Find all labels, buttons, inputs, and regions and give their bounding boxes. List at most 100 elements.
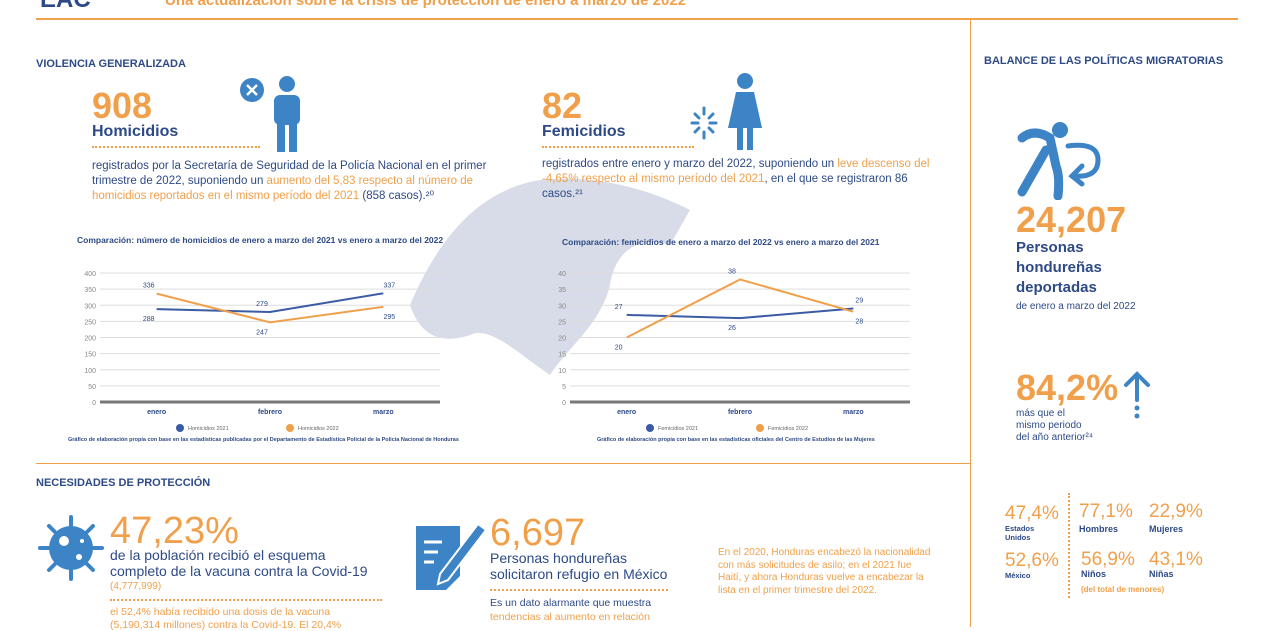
aumento-number: 84,2% — [1016, 367, 1119, 408]
chart-2-title: Comparación: femicidios de enero a marzo… — [562, 237, 880, 247]
data-label: 38 — [728, 268, 736, 275]
homicidios-divider — [92, 146, 260, 148]
femicidios-text: registrados entre enero y marzo del 2022… — [542, 157, 932, 202]
header-subtitle: Una actualización sobre la crisis de pro… — [165, 0, 687, 9]
legend-marker — [646, 424, 654, 432]
homicidios-highlight: aumento del 5,83 respecto al número de h… — [92, 175, 474, 202]
deportadas-number: 24,207 — [1016, 199, 1127, 240]
x-tick-label: marzo — [373, 409, 394, 416]
stat-value: 52,6% — [1005, 550, 1059, 571]
aumento-l3: del año anterior²⁴ — [1016, 432, 1094, 443]
x-tick-label: enero — [617, 409, 636, 416]
y-tick-label: 50 — [88, 384, 96, 391]
refugio-line1: Personas hondureñas — [490, 550, 627, 566]
y-tick-label: 200 — [84, 336, 96, 343]
vacuna-count: (4,777,999) — [110, 581, 162, 592]
x-tick-label: enero — [147, 409, 166, 416]
y-tick-label: 150 — [84, 352, 96, 359]
series-line-1 — [156, 292, 384, 314]
homicidios-text-a: registrados por la Secretaría de Segurid… — [92, 160, 487, 187]
data-label: 27 — [615, 304, 623, 311]
chart-1-source: Gráfico de elaboración propia con base e… — [68, 437, 459, 443]
femicidios-label: Femicidios — [542, 123, 626, 140]
y-tick-label: 400 — [84, 271, 96, 278]
vacuna-more1: el 52,4% había recibido una dosis de la … — [110, 606, 331, 618]
data-label: 28 — [855, 319, 863, 326]
data-label: 26 — [728, 325, 736, 332]
vacuna-line1: de la población recibió el esquema — [110, 547, 326, 563]
y-tick-label: 300 — [84, 303, 96, 310]
homicidios-number: 908 — [92, 85, 153, 126]
y-tick-label: 100 — [84, 368, 96, 375]
chart-homicidios: 0 50 100 150 200 250 300 350 400 enero febrero marz… — [84, 271, 440, 432]
vacuna-more2: (5,190,314 millones) contra la Covid-19.… — [110, 619, 342, 631]
stat-label: Hombres — [1079, 524, 1119, 534]
legend-marker — [176, 424, 184, 432]
femicidios-divider — [542, 146, 694, 148]
stat-value: 22,9% — [1149, 501, 1203, 522]
series-line-1 — [626, 307, 854, 320]
x-tick-label: febrero — [258, 409, 282, 416]
stat-value: 43,1% — [1149, 549, 1203, 570]
y-tick-label: 35 — [558, 287, 566, 294]
woman-icon — [690, 73, 762, 150]
data-label: 20 — [615, 345, 623, 352]
homicidios-text-c: (858 casos).²⁰ — [359, 190, 435, 202]
stat-label: Estados Unidos — [1005, 524, 1035, 542]
legend-label: Homicidios 2022 — [298, 426, 339, 432]
deportadas-sub: de enero a marzo del 2022 — [1016, 301, 1136, 312]
chart-1-title: Comparación: número de homicidios de ene… — [77, 235, 444, 245]
x-tick-label: marzo — [843, 409, 864, 416]
stat-label: Mujeres — [1149, 524, 1184, 534]
y-tick-label: 40 — [558, 271, 566, 278]
data-label: 288 — [143, 316, 155, 323]
y-tick-label: 5 — [562, 384, 566, 391]
legend-label: Femicidios 2022 — [768, 426, 808, 432]
refugio-more1: Es un dato alarmante que muestra — [490, 597, 652, 609]
aumento-l1: más que el — [1016, 408, 1065, 419]
person-return-icon — [1017, 122, 1101, 200]
asilo-note: En el 2020, Honduras encabezó la naciona… — [718, 547, 931, 596]
deportadas-l1: Personas — [1016, 239, 1084, 256]
data-label: 29 — [855, 297, 863, 304]
data-label: 295 — [383, 314, 395, 321]
data-label: 279 — [256, 301, 268, 308]
aumento-l2: mismo periodo — [1016, 420, 1082, 431]
menores-note: (del total de menores) — [1081, 585, 1165, 594]
honduras-map — [410, 178, 690, 375]
section-title-proteccion: NECESIDADES DE PROTECCIÓN — [36, 477, 211, 489]
y-tick-label: 250 — [84, 319, 96, 326]
y-tick-label: 20 — [558, 336, 566, 343]
series-line-2 — [156, 292, 384, 324]
y-tick-label: 15 — [558, 352, 566, 359]
stats-divider — [1068, 493, 1070, 598]
legend-marker — [756, 424, 764, 432]
chart-2-source: Gráfico de elaboración propia con base e… — [597, 437, 875, 443]
legend-marker — [286, 424, 294, 432]
person-x-icon — [240, 76, 300, 152]
y-tick-label: 0 — [562, 400, 566, 407]
arrow-up-icon — [1124, 371, 1150, 419]
femicidios-text-a: registrados entre enero y marzo del 2022… — [542, 158, 838, 170]
chart-femicidios: 0 5 10 15 20 25 30 35 40 enero febrero marzo 27 26 29 F… — [558, 268, 910, 432]
stat-label: Niños — [1081, 569, 1107, 579]
femicidios-highlight: leve descenso del -4,65% respecto al mis… — [542, 158, 930, 185]
data-label: 247 — [256, 329, 268, 336]
y-tick-label: 350 — [84, 287, 96, 294]
femicidios-text-c: , en el que se registraron 86 casos.²¹ — [542, 173, 908, 200]
stat-value: 56,9% — [1081, 549, 1135, 570]
section-title-violencia: VIOLENCIA GENERALIZADA — [36, 58, 186, 70]
header-logo: EAC — [40, 0, 91, 14]
column-divider — [970, 20, 971, 627]
refugio-line2: solicitaron refugio en México — [490, 566, 668, 582]
stat-value: 77,1% — [1079, 501, 1133, 522]
stat-value: 47,4% — [1005, 503, 1059, 524]
deportadas-l2: hondureñas — [1016, 259, 1102, 276]
legend-label: Homicidios 2021 — [188, 426, 229, 432]
vacuna-divider — [110, 599, 382, 601]
x-tick-label: febrero — [728, 409, 752, 416]
deportadas-l3: deportadas — [1016, 279, 1097, 296]
y-tick-label: 30 — [558, 303, 566, 310]
femicidios-number: 82 — [542, 85, 583, 126]
section-title-balance: BALANCE DE LAS POLÍTICAS MIGRATORIAS — [984, 55, 1224, 67]
